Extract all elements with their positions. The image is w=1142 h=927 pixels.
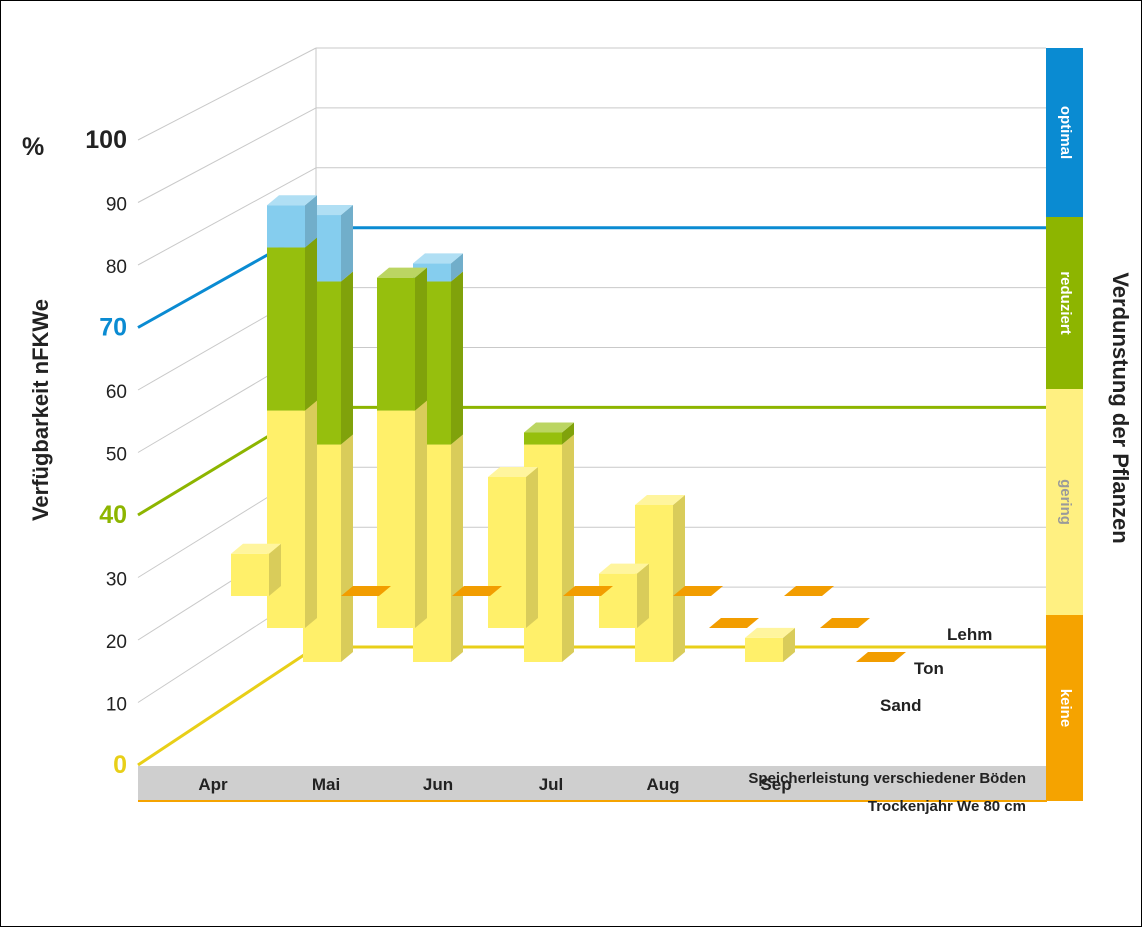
x-tick-label-mai: Mai [312, 775, 340, 794]
bar-lehm-jun-seg1-side [562, 422, 574, 445]
scale-label-reduziert: reduziert [1057, 271, 1074, 334]
bar-ton-mai-seg0 [377, 410, 415, 628]
bar-ton-mai-seg1 [377, 277, 415, 411]
bar-ton-jun-seg0-side [526, 467, 538, 628]
gridline-side-100 [137, 47, 317, 141]
bar-sand-apr-seg0 [231, 553, 269, 596]
evaporation-scale: optimal reduziert gering keine [1046, 48, 1083, 801]
bar-ton-jun-seg0 [488, 477, 526, 628]
bar-lehm-jul-seg0-side [673, 494, 685, 662]
caption-line-2: Trockenjahr We 80 cm [868, 798, 1026, 815]
floor-band [138, 766, 1047, 800]
bar-ton-jul-seg0-side [637, 563, 649, 628]
caption-line-1: Speicherleistung verschiedener Böden [748, 770, 1026, 787]
bar-lehm-aug-seg0 [745, 637, 783, 662]
x-tick-label-jul: Jul [539, 775, 564, 794]
bar-ton-jun-seg0-top [488, 467, 538, 477]
bar-sand-apr-seg0-top [231, 543, 281, 554]
bar-ton-apr-seg2 [267, 205, 305, 248]
x-tick-label-aug: Aug [646, 775, 679, 794]
y-tick-label-40: 40 [99, 501, 127, 529]
bar-lehm-jul-seg0-top [635, 494, 685, 505]
bar-ton-apr-seg1 [267, 247, 305, 411]
bar-sand-mai [341, 586, 391, 596]
bars [231, 195, 906, 662]
bar-lehm-jun-seg1-top [524, 422, 574, 433]
scale-band-gering [1046, 389, 1083, 615]
scale-label-gering: gering [1057, 479, 1074, 525]
labels: % Verfügbarkeit nFKWe Verdunstung der Pf… [22, 126, 1133, 815]
soil-label-ton: Ton [914, 659, 944, 678]
x-tick-label-sep: Sep [760, 775, 791, 794]
bar-lehm-jun-seg1 [524, 432, 562, 445]
bar-sand-aug [673, 586, 723, 596]
bar-ton-mai-seg0-side [415, 400, 427, 628]
soil-label-sand: Sand [880, 696, 922, 715]
y-tick-label-30: 30 [106, 570, 127, 591]
x-tick-label-apr: Apr [198, 775, 228, 794]
scale-title: Verdunstung der Pflanzen [1108, 272, 1133, 543]
y-unit-label: % [22, 133, 44, 161]
y-tick-label-70: 70 [99, 314, 127, 342]
y-tick-label-50: 50 [106, 445, 127, 466]
bar-lehm-apr-seg1-side [341, 271, 353, 445]
bar-lehm-aug-seg0-side [783, 627, 795, 662]
bar-lehm-mai-seg1-side [451, 271, 463, 445]
scale-label-optimal: optimal [1057, 106, 1074, 159]
bar-ton-mai-seg1-side [415, 267, 427, 411]
scale-band-optimal [1046, 48, 1083, 217]
bar-sand-sep [784, 586, 834, 596]
bar-lehm-mai-seg2-side [451, 253, 463, 282]
bar-ton-apr-seg0 [267, 410, 305, 628]
bar-sand-apr-seg0-side [269, 543, 281, 596]
y-tick-label-0: 0 [113, 751, 127, 779]
y-tick-label-10: 10 [106, 695, 127, 716]
bar-ton-aug [709, 618, 759, 628]
y-tick-label-60: 60 [106, 382, 127, 403]
y-axis-title: Verfügbarkeit nFKWe [28, 299, 53, 521]
bar-lehm-apr-seg2-side [341, 205, 353, 282]
bar-ton-jul-seg0-top [599, 563, 649, 574]
bar-lehm-apr-seg0-side [341, 434, 353, 662]
bar-ton-apr-seg2-side [305, 195, 317, 248]
y-tick-label-100: 100 [85, 126, 127, 154]
floor: Apr Mai Jun Jul Aug Sep [138, 766, 1047, 802]
soil-label-lehm: Lehm [947, 625, 992, 644]
bar-lehm-mai-seg0-side [451, 434, 463, 662]
gridline-side-80 [137, 167, 317, 266]
bar-ton-apr-seg0-side [305, 400, 317, 628]
gridline-side-90 [137, 107, 317, 203]
bar-ton-apr-seg2-top [267, 195, 317, 206]
bar-sand-jun [452, 586, 502, 596]
bar-ton-jul-seg0 [599, 573, 637, 628]
bar-lehm-mai-seg2-top [413, 253, 463, 264]
bar-lehm-jun-seg0-side [562, 434, 574, 662]
bar-sand-jul [563, 586, 613, 596]
bar-lehm-aug-seg0-top [745, 627, 795, 638]
scale-band-reduziert [1046, 217, 1083, 389]
y-tick-label-20: 20 [106, 632, 127, 653]
y-tick-label-90: 90 [106, 195, 127, 216]
bar-ton-sep [820, 618, 870, 628]
y-tick-label-80: 80 [106, 257, 127, 278]
scale-label-keine: keine [1057, 689, 1074, 727]
bar-ton-mai-seg1-top [377, 267, 427, 278]
x-tick-label-jun: Jun [423, 775, 453, 794]
scale-band-keine [1046, 615, 1083, 801]
bar-lehm-sep [856, 652, 906, 662]
bar-ton-apr-seg1-side [305, 237, 317, 411]
